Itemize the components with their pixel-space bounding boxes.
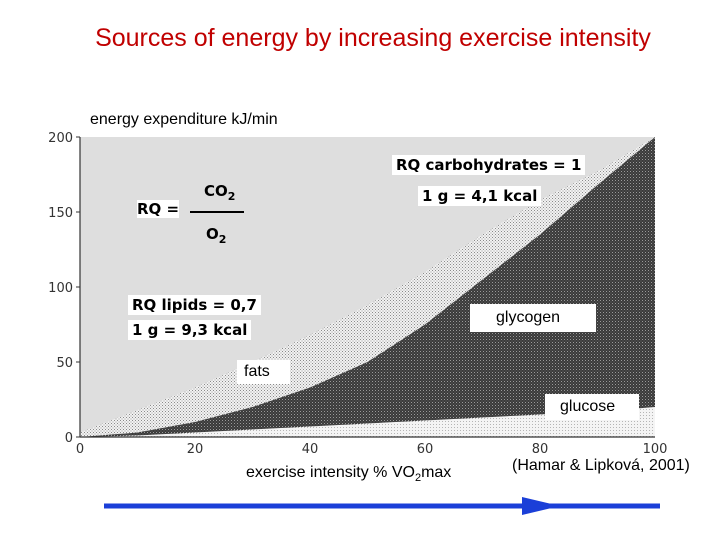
x-tick-label: 80: [532, 442, 549, 457]
glycogen-area: [80, 137, 655, 437]
lipid-energy-label: 1 g = 9,3 kcal: [128, 320, 252, 340]
y-tick-label: 0: [65, 431, 73, 446]
x-axis-label: exercise intensity % VO2max: [246, 464, 452, 485]
fats-label: fats: [237, 360, 290, 384]
x-tick-label: 20: [187, 442, 204, 457]
carb-energy-label: 1 g = 4,1 kcal: [418, 186, 542, 206]
glucose-label: glucose: [545, 394, 640, 420]
rq-formula-label: RQ =: [137, 200, 180, 218]
y-tick-label: 200: [48, 131, 73, 146]
page-title: Sources of energy by increasing exercise…: [95, 24, 651, 52]
y-tick-label: 50: [56, 356, 73, 371]
x-tick-label: 0: [76, 442, 84, 457]
rq-numerator: CO2: [204, 182, 236, 203]
y-axis-label: energy expenditure kJ/min: [90, 111, 278, 128]
x-tick-label: 40: [302, 442, 319, 457]
rq-carbohydrates-label: RQ carbohydrates = 1: [392, 155, 586, 175]
rq-denominator: O2: [206, 225, 227, 246]
glucose-area: [80, 407, 655, 437]
glycogen-label: glycogen: [470, 304, 597, 332]
y-tick-label: 150: [48, 206, 73, 221]
rq-lipids-label: RQ lipids = 0,7: [128, 295, 261, 315]
y-tick-label: 100: [48, 281, 73, 296]
intensity-arrow-head: [522, 497, 560, 515]
x-tick-label: 60: [417, 442, 434, 457]
x-tick-label: 100: [643, 442, 668, 457]
citation: (Hamar & Lipková, 2001): [512, 457, 690, 474]
